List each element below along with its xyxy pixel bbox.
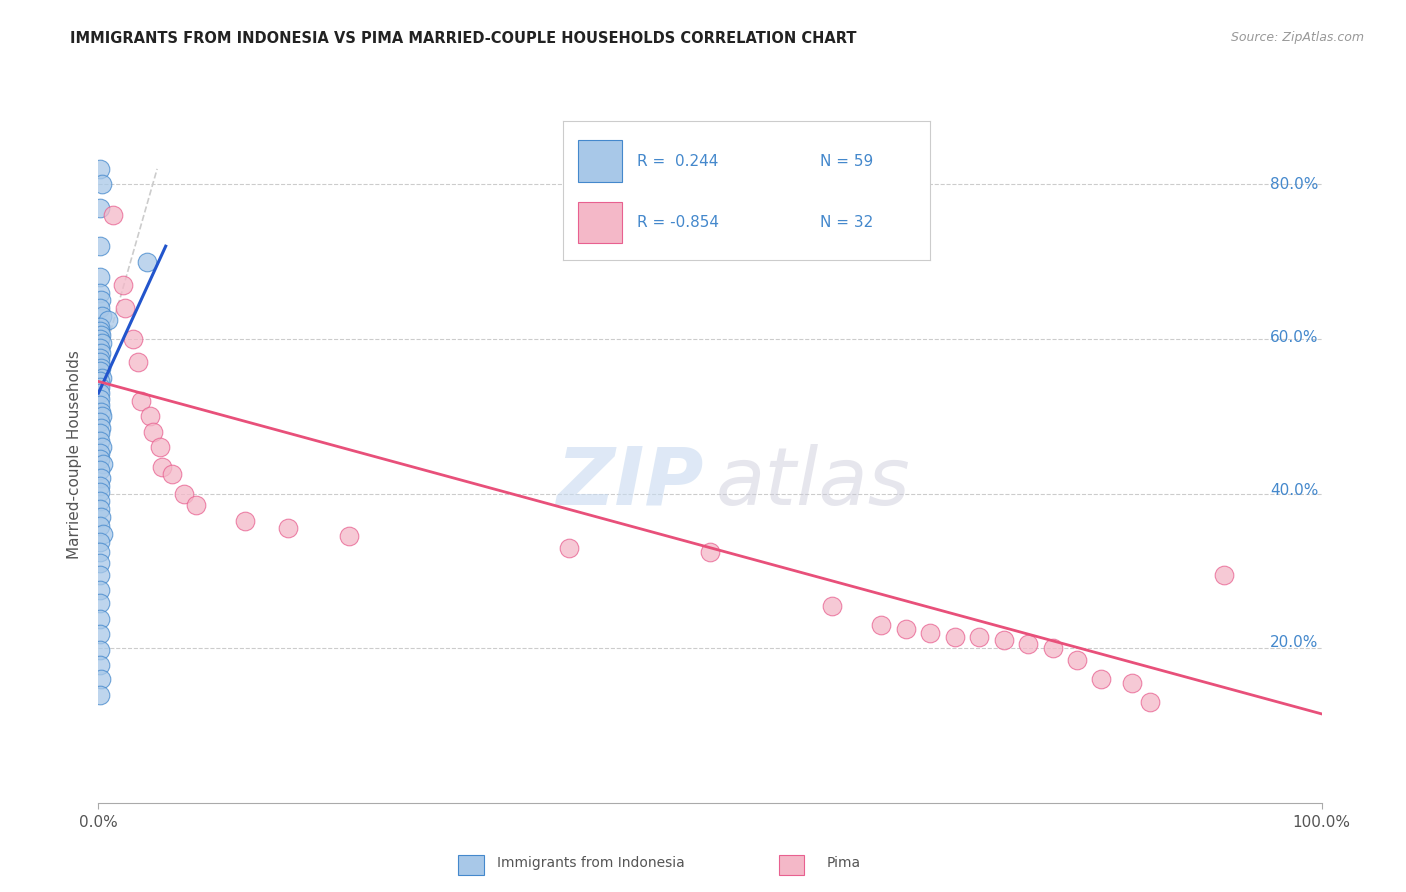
Point <box>166 680 188 694</box>
Point <box>166 474 188 488</box>
Point <box>166 283 188 297</box>
Point <box>295 508 318 523</box>
Point <box>166 298 188 312</box>
Point <box>240 482 263 496</box>
Point <box>1102 688 1125 702</box>
Point <box>166 329 188 343</box>
Text: Pima: Pima <box>827 856 860 871</box>
Point <box>221 455 243 469</box>
Point <box>1057 665 1080 679</box>
Point <box>1085 668 1108 682</box>
Point <box>219 435 242 450</box>
Text: ZIP: ZIP <box>568 439 716 517</box>
Point <box>166 514 188 528</box>
Point <box>583 535 606 549</box>
Point <box>818 592 841 607</box>
Point <box>167 343 190 357</box>
Point <box>710 539 733 553</box>
Point <box>166 651 188 665</box>
Point <box>1167 562 1189 576</box>
Point <box>167 306 190 320</box>
Point <box>186 276 209 290</box>
Point <box>166 321 188 335</box>
Text: IMMIGRANTS FROM INDONESIA VS PIMA MARRIED-COUPLE HOUSEHOLDS CORRELATION CHART: IMMIGRANTS FROM INDONESIA VS PIMA MARRIE… <box>70 31 856 46</box>
Point <box>905 619 928 633</box>
Point <box>252 493 274 508</box>
Point <box>195 329 218 343</box>
Point <box>166 636 188 650</box>
Point <box>928 623 950 637</box>
Point <box>166 348 188 362</box>
Point <box>166 361 188 376</box>
Text: Source: ZipAtlas.com: Source: ZipAtlas.com <box>1230 31 1364 45</box>
Point <box>166 577 188 591</box>
Point <box>949 623 972 637</box>
Point <box>166 351 188 366</box>
Point <box>166 161 188 175</box>
Point <box>166 237 188 252</box>
Point <box>333 516 356 530</box>
Point <box>166 550 188 565</box>
Point <box>167 291 190 305</box>
Point <box>200 351 222 366</box>
Point <box>166 422 188 436</box>
Text: atlas: atlas <box>725 439 921 517</box>
Point <box>388 524 411 538</box>
Point <box>166 411 188 425</box>
Point <box>211 405 233 419</box>
Point <box>202 390 225 404</box>
Point <box>167 325 190 339</box>
Point <box>166 318 188 332</box>
Point <box>166 539 188 553</box>
Point <box>970 626 993 640</box>
Point <box>167 358 190 372</box>
Point <box>166 338 188 352</box>
Point <box>166 489 188 503</box>
Point <box>169 521 191 535</box>
Point <box>167 467 190 481</box>
Point <box>167 504 190 518</box>
Point <box>167 333 190 347</box>
Point <box>166 393 188 408</box>
Point <box>166 268 188 282</box>
Point <box>177 207 200 221</box>
Point <box>167 417 190 431</box>
Point <box>166 620 188 634</box>
Point <box>166 605 188 619</box>
Point <box>166 562 188 576</box>
Point <box>169 452 191 467</box>
Point <box>188 298 211 312</box>
Point <box>166 529 188 543</box>
Point <box>166 480 188 494</box>
Point <box>214 420 236 434</box>
Point <box>166 447 188 461</box>
Point <box>993 631 1015 645</box>
Y-axis label: Married-couple Households: Married-couple Households <box>67 346 83 555</box>
Point <box>167 367 190 381</box>
Point <box>173 310 195 324</box>
Point <box>862 611 884 625</box>
Point <box>1036 646 1059 660</box>
Point <box>208 252 231 267</box>
Text: Immigrants from Indonesia: Immigrants from Indonesia <box>496 856 685 871</box>
Point <box>166 376 188 391</box>
Point <box>167 177 190 191</box>
Point <box>166 199 188 213</box>
Point <box>167 401 190 416</box>
Point <box>884 615 907 630</box>
Point <box>166 388 188 402</box>
Point <box>166 458 188 473</box>
Point <box>1015 634 1038 648</box>
Point <box>166 590 188 604</box>
Point <box>166 371 188 385</box>
Point <box>167 665 190 679</box>
Point <box>166 442 188 456</box>
Point <box>166 383 188 397</box>
Point <box>167 435 190 450</box>
Point <box>166 497 188 511</box>
Point <box>231 462 253 476</box>
Point <box>166 430 188 444</box>
Point <box>167 405 190 419</box>
